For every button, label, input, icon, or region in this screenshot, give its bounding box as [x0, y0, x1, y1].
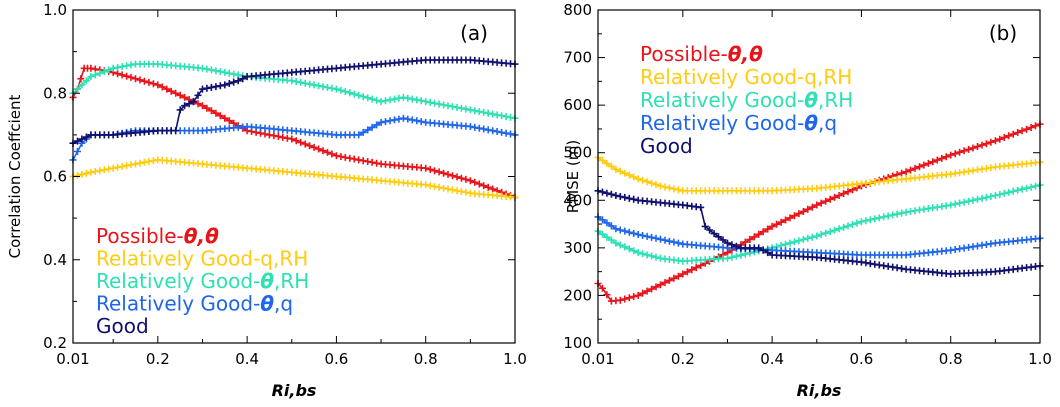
x-tick-label: 0.2	[671, 350, 695, 368]
legend-entry: Possible-θ,θ	[96, 224, 219, 248]
x-tick-label: 0.01	[581, 350, 614, 368]
legend-entry: Relatively Good-θ,q	[96, 292, 293, 316]
legend-entry: Relatively Good-θ,RH	[96, 269, 309, 293]
x-tick-label: 1.0	[1028, 350, 1052, 368]
y-tick-label: 200	[563, 286, 592, 304]
panel-tag: (a)	[460, 21, 488, 45]
series-2	[69, 156, 519, 201]
y-tick-label: 500	[563, 144, 592, 162]
series-markers	[594, 154, 1044, 195]
x-tick-label: 0.4	[760, 350, 784, 368]
series-markers	[69, 156, 519, 201]
panel-tag: (b)	[989, 21, 1017, 45]
x-tick-label: 1.0	[503, 350, 527, 368]
legend-entry: Relatively Good-q,RH	[640, 65, 852, 89]
panel-b-rmse: 0.01 0.2 0.4 0.6 0.8 1.0 100 200 300 400 500 600 700…	[563, 1, 1052, 400]
legend-entry: Possible-θ,θ	[640, 42, 763, 66]
series-group	[594, 120, 1044, 305]
x-tick-label: 0.8	[414, 350, 438, 368]
y-tick-label: 300	[563, 239, 592, 257]
y-tick-label: 600	[563, 96, 592, 114]
series-markers	[69, 56, 519, 147]
x-tick-label: 0.6	[849, 350, 873, 368]
x-axis-label: Ri,bs	[272, 381, 317, 400]
series-group	[69, 56, 519, 201]
y-axis-label: RMSE (m)	[564, 140, 582, 213]
y-tick-label: 700	[563, 49, 592, 67]
x-tick-label: 0.01	[56, 350, 89, 368]
y-tick-label: 0.6	[43, 168, 67, 186]
series-markers	[69, 60, 519, 122]
series-5	[69, 56, 519, 147]
legend-entry: Relatively Good-θ,RH	[640, 88, 853, 112]
y-tick-label: 0.8	[43, 84, 67, 102]
y-tick-label: 1.0	[43, 1, 67, 19]
y-tick-label: 0.4	[43, 251, 67, 269]
x-tick-label: 0.2	[146, 350, 170, 368]
panel-a-correlation: 0.01 0.2 0.4 0.6 0.8 1.00.20.40.60.81.0Correl…	[6, 1, 527, 400]
legend-entry: Relatively Good-θ,q	[640, 111, 837, 135]
x-tick-label: 0.6	[324, 350, 348, 368]
series-2	[594, 154, 1044, 195]
legend-entry: Relatively Good-q,RH	[96, 247, 308, 271]
x-tick-label: 0.8	[939, 350, 963, 368]
x-axis-label: Ri,bs	[797, 381, 842, 400]
y-tick-label: 0.2	[43, 334, 67, 352]
legend-entry: Good	[96, 314, 149, 338]
y-tick-label: 100	[563, 334, 592, 352]
legend-entry: Good	[640, 134, 693, 158]
y-axis-label: Correlation Coeffcient	[6, 95, 24, 259]
y-tick-label: 800	[563, 1, 592, 19]
x-tick-label: 0.4	[235, 350, 259, 368]
series-3	[69, 60, 519, 122]
y-tick-label: 400	[563, 191, 592, 209]
